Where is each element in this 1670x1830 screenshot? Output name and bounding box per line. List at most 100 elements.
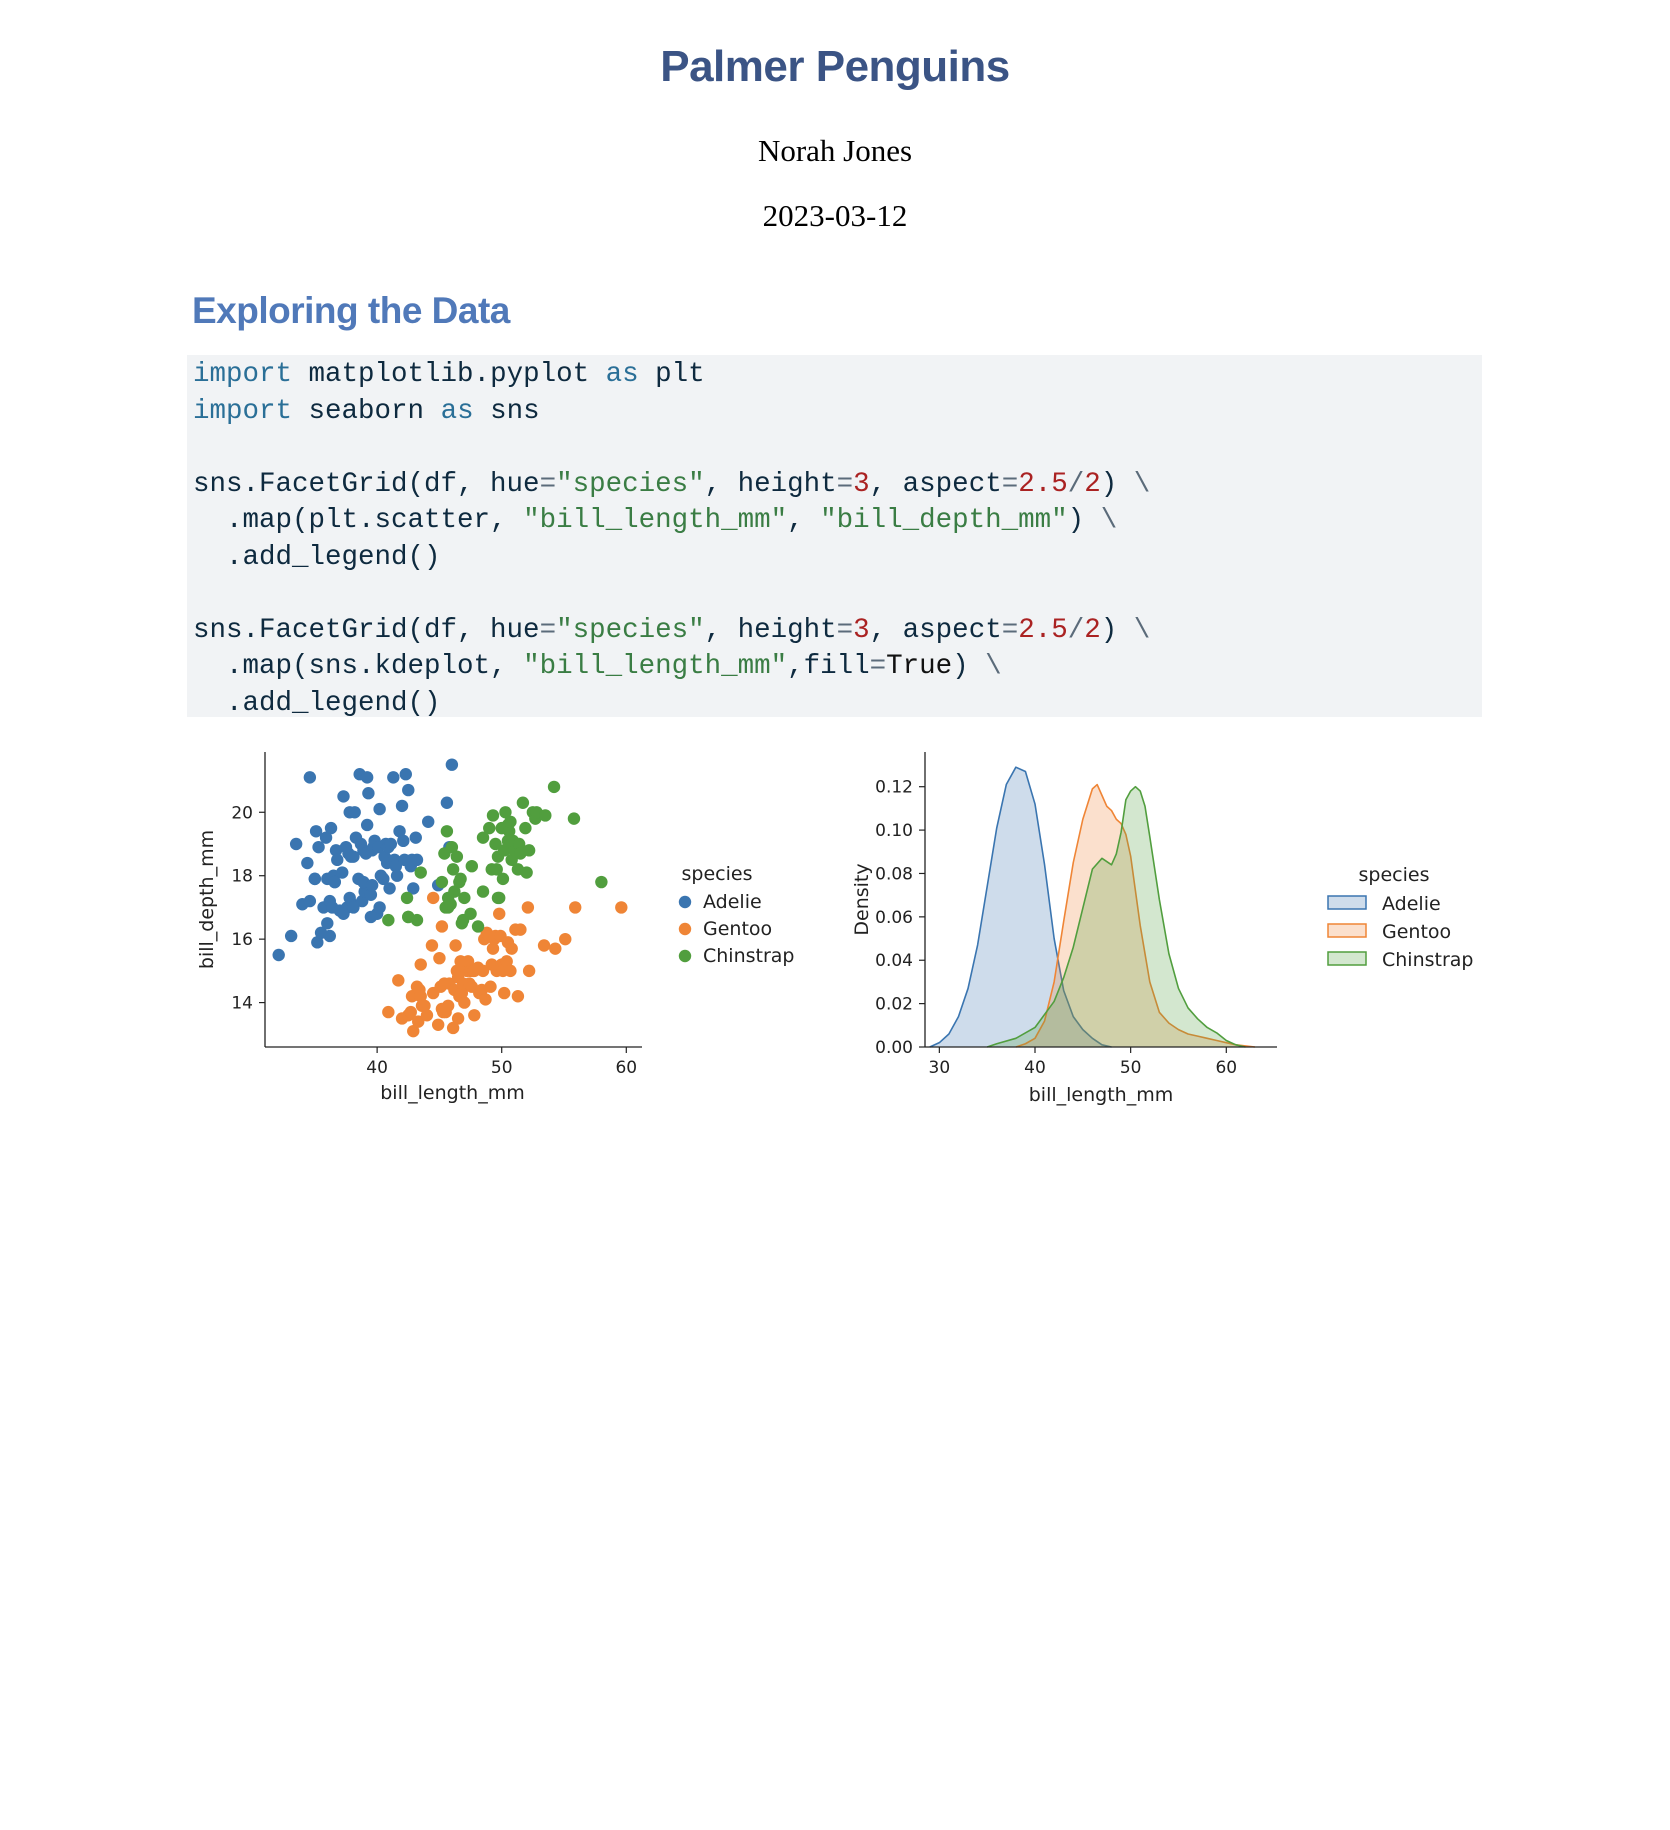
code-token: sns.FacetGrid(df, hue [193,468,540,500]
scatter-point-gentoo [537,939,551,952]
scatter-point-gentoo [549,942,562,955]
scatter-point-gentoo [569,901,582,914]
code-token: .map(sns.kdeplot, [193,651,524,682]
scatter-point-gentoo [522,964,536,978]
legend-marker-gentoo [678,922,692,936]
scatter-point-gentoo [420,1009,434,1022]
code-line: .map(sns.kdeplot, "bill_length_mm",fill=… [193,649,1482,686]
scatter-point-adelie [308,872,322,886]
scatter-point-gentoo [500,955,513,968]
scatter-point-adelie [364,888,378,901]
scatter-point-adelie [311,936,324,949]
scatter-point-chinstrap [504,815,517,828]
kde-line-gentoo [1015,783,1256,1048]
x-axis-label: bill_length_mm [1029,1084,1173,1106]
scatter-point-chinstrap [476,885,490,898]
kde-area-adelie [929,767,1112,1047]
scatter-point-chinstrap [489,837,502,851]
scatter-point-gentoo [511,990,525,1003]
scatter-point-gentoo [479,993,492,1006]
x-axis-label: bill_length_mm [380,1082,524,1104]
code-token: ) [952,651,986,682]
scatter-point-gentoo [407,1024,420,1038]
scatter-point-adelie [284,929,298,943]
scatter-point-chinstrap [547,780,561,794]
y-tick-label: 20 [231,803,253,823]
code-token: = [1001,468,1019,500]
scatter-point-adelie [399,768,412,781]
scatter-point-gentoo [476,964,490,978]
code-token: , aspect [869,468,1002,500]
code-token: = [836,614,854,646]
scatter-point-chinstrap [414,866,427,879]
y-tick-label: 0.06 [875,908,913,928]
code-token: 2 [1084,614,1101,646]
scatter-point-adelie [365,879,379,892]
code-token: , aspect [869,614,1002,646]
code-token: as [605,359,639,390]
x-tick-label: 50 [1120,1058,1142,1078]
scatter-point-adelie [373,802,386,816]
scatter-point-adelie [312,840,325,854]
scatter-point-gentoo [505,942,518,955]
scatter-point-gentoo [392,974,405,987]
scatter-point-adelie [397,834,410,848]
legend-marker-chinstrap [678,949,692,963]
scatter-point-gentoo [498,986,511,1000]
scatter-point-chinstrap [402,910,415,924]
code-token: \ [1133,468,1151,500]
kde-area-gentoo [1015,784,1255,1047]
x-tick-label: 30 [929,1058,951,1078]
y-tick-label: 16 [231,930,253,950]
scatter-plot: 40 50 60 14 16 18 20 bill_length_mm bill_depth_m… [196,752,795,1104]
scatter-point-adelie [362,787,375,800]
scatter-point-chinstrap [522,844,536,857]
scatter-point-adelie [337,907,350,920]
code-token: , height [704,614,837,646]
scatter-point-gentoo [615,901,628,914]
scatter-point-gentoo [484,980,497,993]
scatter-point-adelie [324,821,338,835]
scatter-point-adelie [309,825,323,838]
scatter-point-gentoo [468,1009,481,1022]
scatter-point-adelie [323,929,336,943]
scatter-point-chinstrap [539,809,552,822]
scatter-point-chinstrap [445,840,459,854]
scatter-point-adelie [303,771,317,784]
x-tick-label: 50 [491,1058,513,1078]
legend-title: species [682,863,753,885]
code-token: ) [1100,468,1134,500]
code-token: = [539,614,557,646]
scatter-point-chinstrap [567,812,581,825]
scatter-point-gentoo [446,1021,460,1035]
scatter-point-gentoo [404,1005,417,1019]
code-line [193,576,1482,613]
scatter-point-chinstrap [441,891,455,905]
scatter-point-adelie [303,894,317,908]
code-token: "species" [556,614,705,646]
scatter-point-gentoo [521,901,535,914]
scatter-point-adelie [348,806,361,819]
scatter-point-adelie [364,910,378,924]
code-token: \ [1133,614,1151,646]
code-token: 3 [853,468,870,500]
legend-swatch-gentoo [1327,923,1367,938]
scatter-point-gentoo [441,999,455,1012]
code-token: True [886,651,953,682]
code-token: , height [704,468,837,500]
code-line [193,430,1482,467]
scatter-point-adelie [387,771,400,784]
code-line: .map(plt.scatter, "bill_length_mm", "bil… [193,503,1482,540]
scatter-point-chinstrap [501,834,515,848]
y-tick-label: 0.10 [875,821,913,841]
scatter-point-chinstrap [512,837,526,851]
code-token: "bill_depth_mm" [820,505,1068,536]
legend-label: Gentoo [703,918,772,940]
scatter-point-adelie [440,796,454,809]
scatter-point-adelie [402,783,415,797]
y-tick-label: 0.02 [875,995,913,1015]
scatter-point-gentoo [412,1015,425,1028]
y-tick-label: 0.08 [875,864,913,884]
scatter-point-gentoo [433,951,446,965]
scatter-point-adelie [409,831,422,844]
